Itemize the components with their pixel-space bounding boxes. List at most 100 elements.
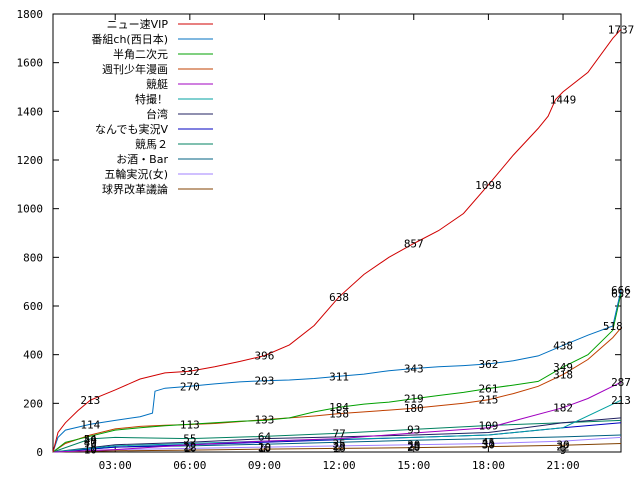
y-tick-label: 1400 <box>17 105 44 118</box>
data-label: 1098 <box>475 179 502 192</box>
legend-entry-label: 週刊少年漫画 <box>102 62 168 76</box>
series-line <box>52 381 622 453</box>
series-line <box>52 327 622 453</box>
data-label: 219 <box>404 393 424 406</box>
data-label: 215 <box>478 394 498 407</box>
x-tick-label: 15:00 <box>397 459 430 472</box>
data-label: 114 <box>80 418 100 431</box>
data-label: 20 <box>258 441 271 454</box>
data-label: 133 <box>255 414 275 427</box>
series-line <box>52 28 622 453</box>
legend-entry-label: 特撮！ <box>135 92 168 106</box>
data-label: 64 <box>258 430 272 443</box>
data-label: 184 <box>329 401 349 414</box>
data-label: 343 <box>404 363 424 376</box>
data-label: 213 <box>80 394 100 407</box>
data-label: 18 <box>183 442 196 455</box>
x-tick-label: 03:00 <box>99 459 132 472</box>
data-label: 35 <box>332 437 345 450</box>
y-tick-label: 1000 <box>17 203 44 216</box>
series-line <box>52 443 622 453</box>
plot-frame <box>52 13 622 453</box>
series-line <box>52 289 622 453</box>
data-label: 109 <box>478 419 498 432</box>
series-line <box>52 417 622 453</box>
data-label: 93 <box>407 423 420 436</box>
data-label: 40 <box>84 436 97 449</box>
data-label: 287 <box>611 376 631 389</box>
x-tick-label: 12:00 <box>323 459 356 472</box>
legend-entry-label: お酒・Bar <box>116 153 168 166</box>
data-label: 666 <box>611 284 631 297</box>
data-label: 182 <box>553 402 573 415</box>
legend-entry-label: 台湾 <box>146 107 168 121</box>
data-label: 349 <box>553 361 573 374</box>
data-label: 311 <box>329 370 349 383</box>
data-label: 25 <box>407 440 420 453</box>
y-tick-label: 400 <box>23 349 43 362</box>
x-tick-label: 06:00 <box>173 459 206 472</box>
data-label: 25 <box>332 440 345 453</box>
series-line <box>52 419 622 453</box>
data-label: 857 <box>404 237 424 250</box>
legend-entry-label: 番組ch(西日本) <box>91 32 168 46</box>
x-axis-ticks: 03:00 06:00 09:00 12:00 15:00 18:00 21:00 <box>99 14 580 472</box>
data-label: 55 <box>183 433 196 446</box>
data-label: 10 <box>84 444 97 457</box>
data-label: 35 <box>482 437 495 450</box>
data-label: 362 <box>478 358 498 371</box>
data-label: 213 <box>611 394 631 407</box>
data-label: 438 <box>553 339 573 352</box>
y-tick-label: 600 <box>23 300 43 313</box>
legend-entry-label: ニュー速VIP <box>107 18 169 31</box>
y-axis-ticks: 0 200 400 600 800 1000 1200 1400 1600 1800 <box>17 8 621 459</box>
data-label: 180 <box>404 402 424 415</box>
data-label: 1449 <box>550 93 577 106</box>
data-label: 1737 <box>608 23 635 36</box>
data-label: 318 <box>553 369 573 382</box>
y-tick-label: 200 <box>23 397 43 410</box>
data-label: 652 <box>611 287 631 300</box>
y-tick-label: 0 <box>36 446 43 459</box>
data-label: 113 <box>180 419 200 432</box>
data-label: 396 <box>255 350 275 363</box>
data-label: 158 <box>329 408 349 421</box>
data-label: 18 <box>258 442 271 455</box>
data-label: 518 <box>603 320 623 333</box>
x-tick-label: 18:00 <box>472 459 505 472</box>
y-tick-label: 800 <box>23 251 43 264</box>
data-label: 41 <box>482 436 495 449</box>
data-label: 30 <box>556 439 569 452</box>
x-tick-label: 21:00 <box>546 459 579 472</box>
data-label: 30 <box>482 439 495 452</box>
data-label: 22 <box>556 441 569 454</box>
data-label: 638 <box>329 291 349 304</box>
legend-entry-label: 半角二次元 <box>113 47 168 61</box>
data-label: 332 <box>180 365 200 378</box>
x-tick-label: 09:00 <box>248 459 281 472</box>
y-tick-label: 1800 <box>17 8 44 21</box>
series-line <box>52 293 622 453</box>
legend-entry-label: 五輪実況(女) <box>104 167 168 181</box>
y-tick-label: 1200 <box>17 154 44 167</box>
series-group <box>52 28 622 453</box>
data-label: 18 <box>84 442 97 455</box>
legend-entry-label: 競馬２ <box>135 137 168 151</box>
data-label: 30 <box>407 439 420 452</box>
legend-entry-label: 球界改革議論 <box>102 182 168 196</box>
data-label: 22 <box>183 441 196 454</box>
data-labels: 213 332 396 638 857 1098 1449 1737 114 270 293 311 3… <box>80 23 634 456</box>
data-label: 20 <box>407 441 420 454</box>
legend-entry-label: なんでも実況V <box>95 122 168 136</box>
data-label: 18 <box>332 442 345 455</box>
series-line <box>52 436 622 453</box>
legend: ニュー速VIP番組ch(西日本)半角二次元週刊少年漫画競艇特撮！台湾なんでも実況… <box>91 18 213 196</box>
data-label: 261 <box>478 382 498 395</box>
data-label: 293 <box>255 375 275 388</box>
legend-entry-label: 競艇 <box>146 77 168 91</box>
data-label: 49 <box>84 434 97 447</box>
data-label: 9 <box>560 444 567 457</box>
data-label: 270 <box>180 380 200 393</box>
data-label: 77 <box>332 427 345 440</box>
